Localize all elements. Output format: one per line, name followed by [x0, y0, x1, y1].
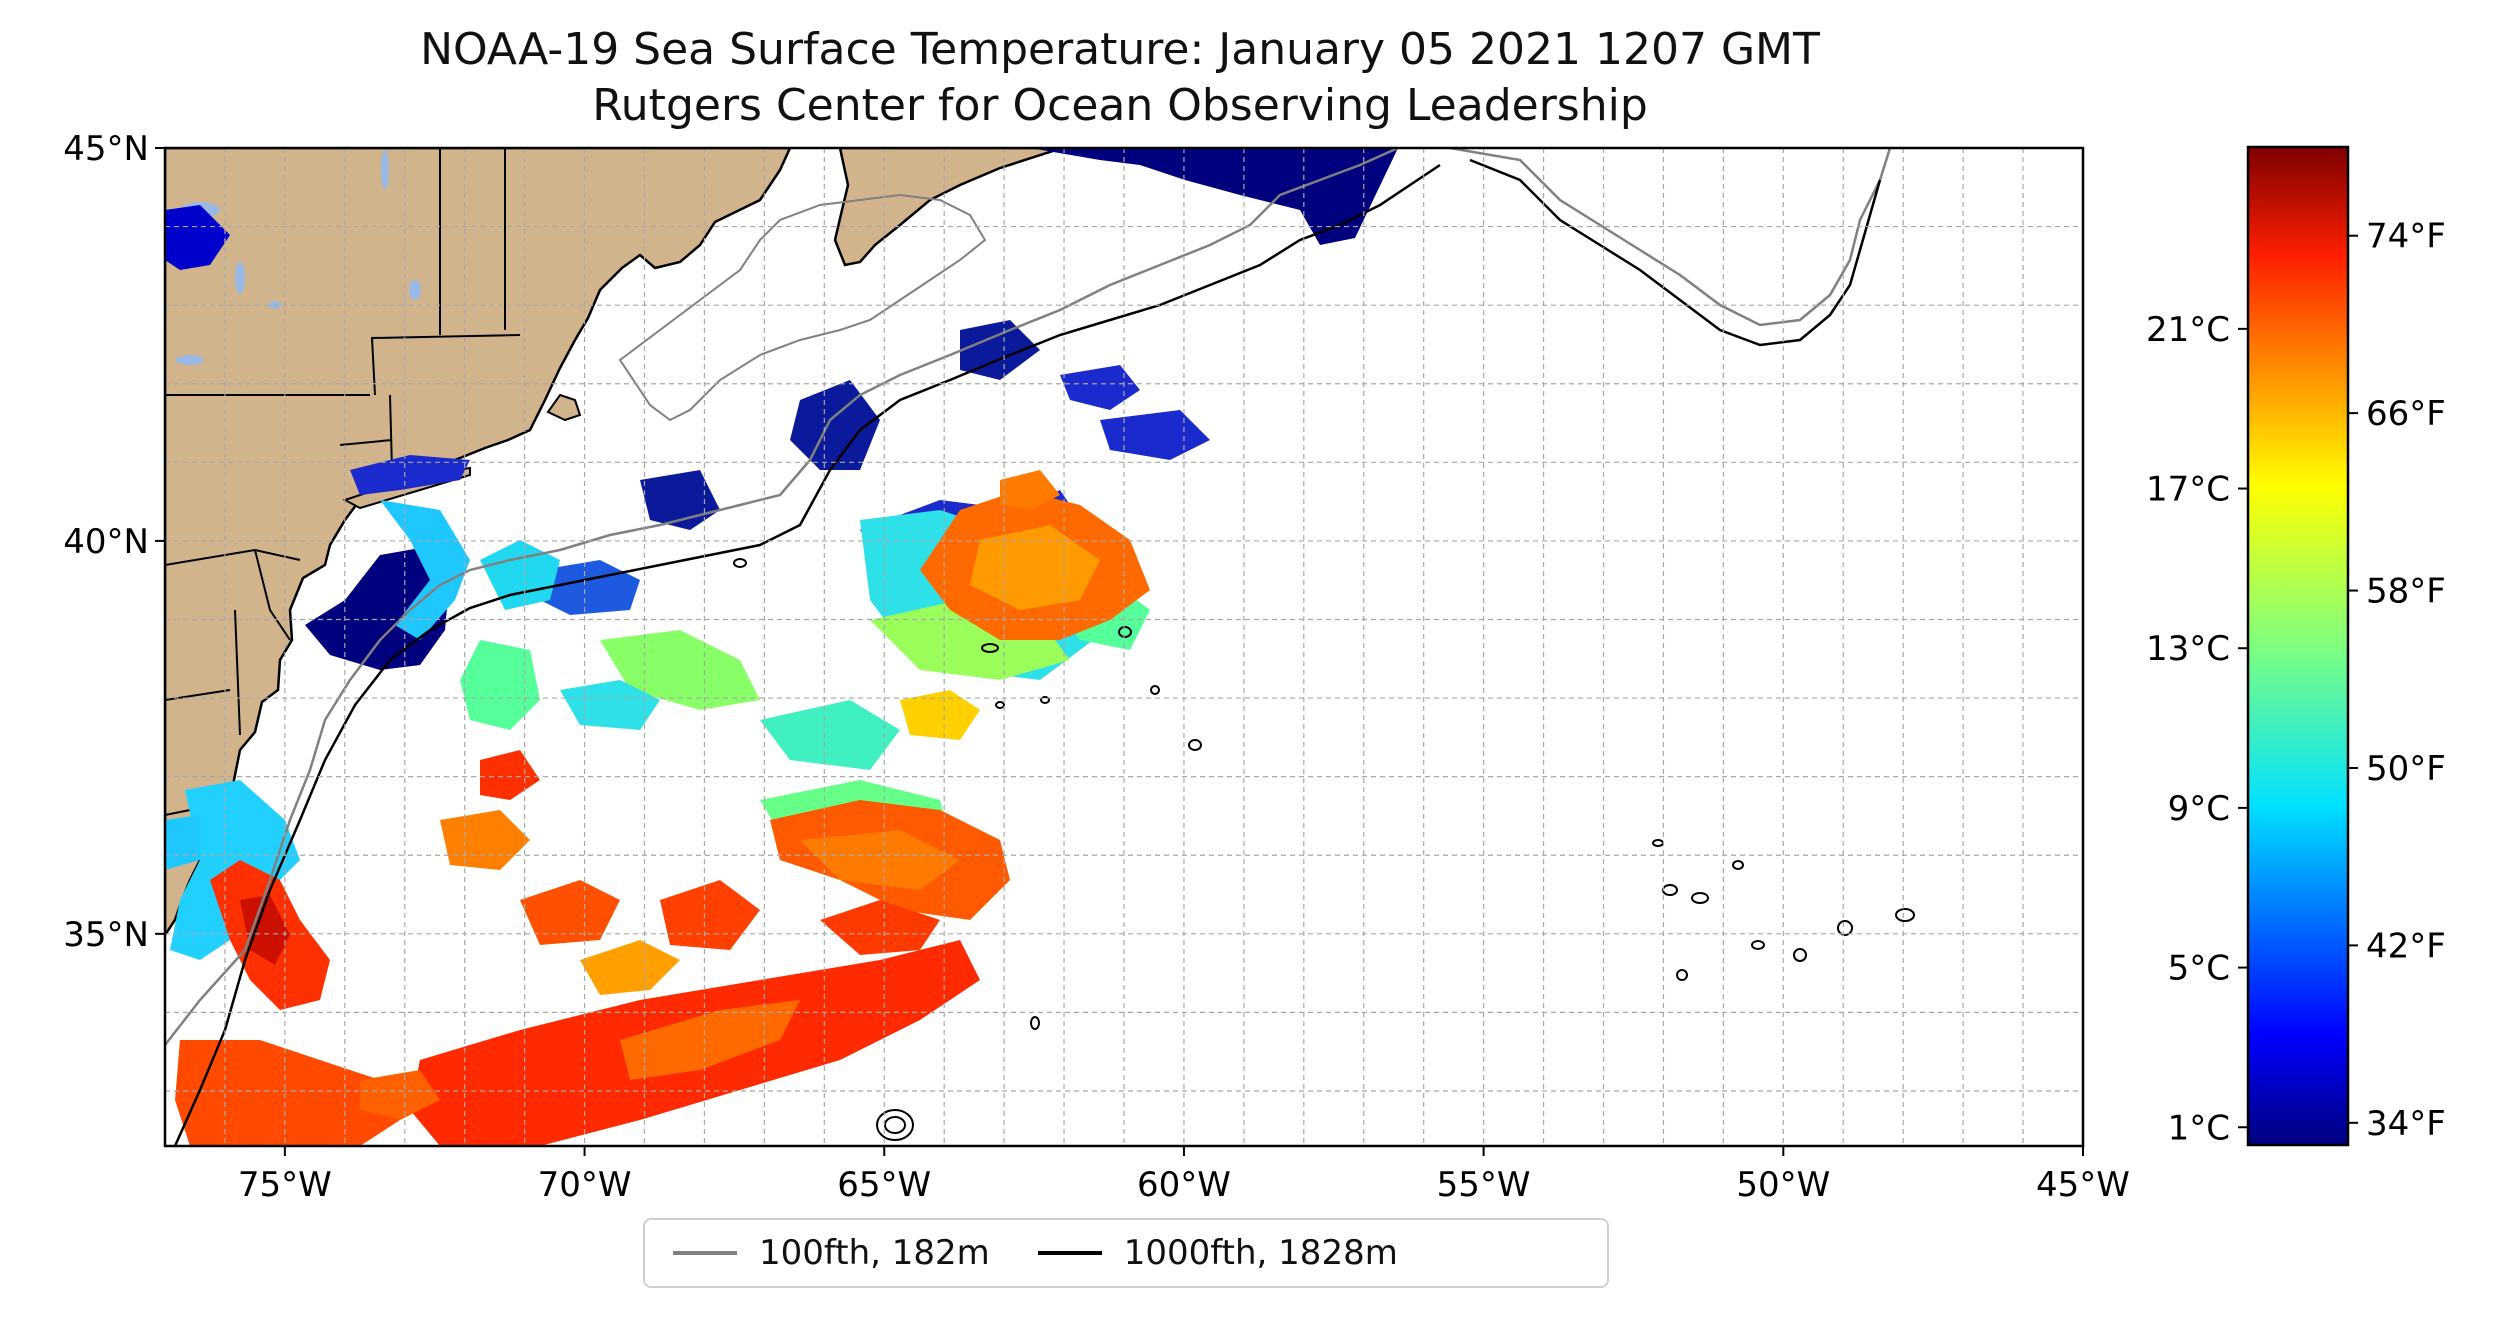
celsius-tick-label: 17°C	[2146, 470, 2230, 510]
celsius-tick-label: 5°C	[2168, 949, 2230, 989]
celsius-tick-label: 1°C	[2168, 1108, 2230, 1148]
colorbar-ticks: 34°F 42°F 50°F 58°F 66°F 74°F 1°C 5°C 9°C 13°C 17°…	[2146, 217, 2446, 1149]
map-frame	[163, 146, 2085, 1148]
fahrenheit-tick-label: 66°F	[2366, 394, 2446, 434]
land-cape-cod	[546, 393, 582, 422]
sst-warm-patches	[175, 470, 1150, 1146]
lon-tick-label: 70°W	[538, 1165, 632, 1205]
lon-tick-label: 45°W	[2036, 1165, 2130, 1205]
legend-swatch-100fth	[673, 1251, 737, 1255]
chart-subtitle: Rutgers Center for Ocean Observing Leade…	[592, 80, 1648, 131]
land-nova-scotia	[833, 148, 1063, 267]
legend-item-1000fth: 1000fth, 1828m	[1037, 1233, 1398, 1273]
legend-label-100fth: 100fth, 182m	[759, 1233, 990, 1273]
celsius-tick-label: 13°C	[2146, 629, 2230, 669]
legend-label-1000fth: 1000fth, 1828m	[1123, 1233, 1398, 1273]
lat-tick-label: 45°N	[63, 129, 149, 169]
state-borders	[165, 148, 521, 816]
lon-tick-label: 65°W	[837, 1165, 931, 1205]
lon-tick-label: 75°W	[238, 1165, 332, 1205]
isobath-100fth	[165, 148, 1399, 1046]
isobath-1000fth	[173, 163, 1441, 1146]
celsius-tick-label: 21°C	[2146, 310, 2230, 350]
map-axis-ticks: 75°W 70°W 65°W 60°W 55°W 50°W 45°W 45°N 40°N 35°N	[63, 129, 2130, 1205]
bathymetry-legend: 100fth, 182m 1000fth, 1828m	[643, 1218, 1609, 1288]
graticule	[165, 148, 2083, 1146]
celsius-tick-label: 9°C	[2168, 789, 2230, 829]
fahrenheit-tick-label: 58°F	[2366, 572, 2446, 612]
isobath-1000fth-east	[1469, 158, 1882, 347]
seamount-contours	[733, 558, 1915, 1141]
fahrenheit-tick-label: 42°F	[2366, 926, 2446, 966]
colorbar	[2246, 145, 2350, 1147]
lat-tick-label: 35°N	[63, 915, 149, 955]
chart-title: NOAA-19 Sea Surface Temperature: January…	[420, 24, 1820, 75]
fahrenheit-tick-label: 74°F	[2366, 217, 2446, 257]
lat-tick-label: 40°N	[63, 522, 149, 562]
legend-item-100fth: 100fth, 182m	[673, 1233, 990, 1273]
fahrenheit-tick-label: 34°F	[2366, 1104, 2446, 1144]
legend-swatch-1000fth	[1037, 1251, 1102, 1255]
lon-tick-label: 60°W	[1137, 1165, 1231, 1205]
fahrenheit-tick-label: 50°F	[2366, 749, 2446, 789]
lon-tick-label: 55°W	[1437, 1165, 1531, 1205]
lon-tick-label: 50°W	[1736, 1165, 1830, 1205]
isobath-100fth-gulf	[618, 193, 987, 422]
